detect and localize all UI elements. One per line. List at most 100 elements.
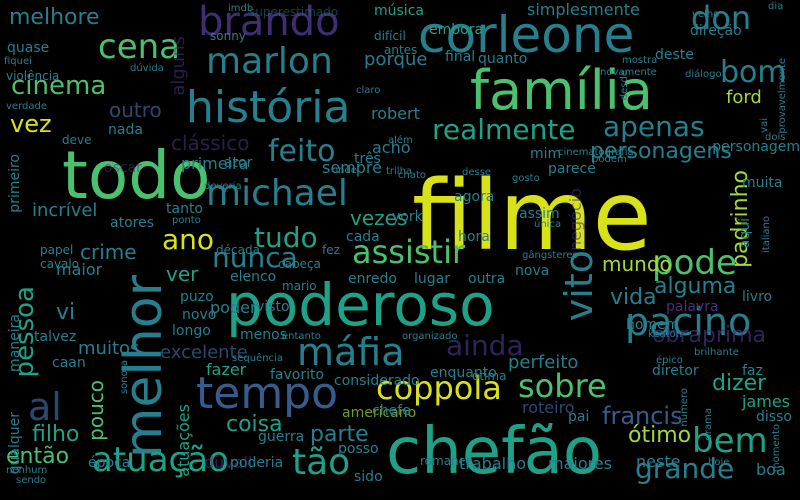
- word-19: cena: [98, 27, 180, 67]
- word-144: sido: [354, 469, 383, 485]
- word-151: imdb: [228, 3, 254, 14]
- word-73: neste: [636, 452, 681, 471]
- word-12: máfia: [297, 330, 405, 374]
- word-123: disso: [756, 409, 792, 425]
- word-169: podem: [592, 154, 627, 165]
- word-20: al: [28, 385, 62, 429]
- word-62: pouco: [84, 380, 108, 441]
- word-59: crime: [80, 240, 137, 264]
- word-98: assim: [519, 206, 560, 222]
- word-153: fiquei: [4, 56, 32, 67]
- word-171: além: [388, 135, 413, 146]
- word-145: romance: [420, 454, 473, 468]
- word-85: oscar: [104, 160, 142, 176]
- word-109: longo: [172, 323, 211, 339]
- word-89: maior: [56, 260, 103, 279]
- word-17: atuação: [92, 440, 229, 480]
- word-84: nada: [108, 122, 143, 138]
- word-8: tempo: [196, 368, 339, 419]
- word-33: don: [691, 0, 752, 37]
- word-133: década: [216, 243, 260, 257]
- word-183: keaton: [648, 329, 683, 340]
- word-173: trilha: [386, 166, 413, 177]
- word-74: boa: [756, 460, 786, 479]
- word-21: ano: [162, 223, 215, 256]
- word-51: obraprima: [652, 323, 766, 348]
- word-105: duvall: [204, 453, 253, 472]
- word-1: chefão: [386, 415, 603, 489]
- word-178: única: [534, 219, 562, 230]
- word-5: corleone: [418, 6, 635, 64]
- word-122: faz: [742, 363, 763, 379]
- word-181: italiano: [761, 216, 772, 253]
- word-138: visto: [256, 299, 290, 315]
- word-11: michael: [206, 173, 348, 214]
- word-44: filho: [32, 422, 80, 447]
- word-124: livro: [742, 289, 773, 305]
- word-163: velho: [692, 9, 720, 20]
- word-190: momento: [771, 424, 782, 473]
- word-112: favorito: [270, 367, 325, 383]
- word-115: talvez: [34, 329, 77, 345]
- word-58: primeira: [181, 154, 249, 173]
- word-102: atuações: [174, 404, 193, 477]
- word-126: palavra: [666, 299, 719, 315]
- word-23: nunca: [212, 241, 298, 274]
- word-134: fez: [322, 243, 340, 257]
- word-177: ponto: [172, 215, 201, 226]
- word-174: desse: [462, 167, 492, 178]
- word-111: puzo: [180, 289, 214, 305]
- word-4: família: [470, 59, 653, 122]
- word-78: quanto: [478, 51, 528, 67]
- word-127: personagem: [712, 139, 800, 155]
- word-7: história: [186, 82, 351, 133]
- word-47: vida: [610, 285, 657, 310]
- word-143: chefe: [372, 403, 411, 419]
- word-165: desde: [619, 70, 630, 101]
- word-99: aqui: [737, 218, 753, 249]
- word-139: considerado: [334, 373, 420, 389]
- word-54: clássico: [171, 131, 250, 155]
- word-77: música: [374, 3, 424, 19]
- word-41: parte: [310, 422, 369, 447]
- word-106: poderia: [230, 455, 284, 471]
- word-146: hoje: [708, 457, 730, 468]
- word-130: três: [354, 151, 381, 167]
- word-132: york: [392, 209, 423, 225]
- word-26: grande: [635, 452, 735, 485]
- word-188: número: [679, 388, 690, 427]
- word-22: tudo: [254, 221, 318, 254]
- word-147: nenhum: [6, 465, 48, 476]
- word-86: ator: [224, 155, 253, 171]
- word-2: todo: [62, 137, 211, 214]
- word-92: enredo: [348, 271, 397, 287]
- word-155: dúvida: [130, 63, 164, 74]
- word-159: chato: [398, 170, 427, 181]
- word-160: novamente: [600, 67, 657, 78]
- word-189: drama: [703, 408, 714, 441]
- word-114: caan: [52, 355, 86, 371]
- word-161: mostra: [622, 55, 658, 66]
- word-66: acho: [372, 138, 411, 157]
- word-156: verdade: [6, 101, 47, 112]
- word-104: posso: [338, 441, 379, 457]
- word-162: diálogo: [685, 69, 722, 80]
- word-34: cinema: [11, 71, 107, 101]
- word-135: cabeça: [278, 257, 321, 271]
- word-80: direção: [690, 23, 742, 39]
- word-101: fazer: [206, 360, 247, 379]
- word-185: entanto: [282, 331, 321, 342]
- word-184: organizado: [402, 331, 458, 342]
- word-56: vezes: [350, 206, 408, 230]
- word-142: pai: [568, 409, 590, 425]
- word-120: cavalo: [40, 257, 80, 271]
- word-158: claro: [356, 85, 381, 96]
- word-182: gângsteres: [522, 250, 578, 261]
- word-176: deveria: [204, 181, 242, 192]
- word-31: ainda: [446, 329, 524, 362]
- word-30: feito: [268, 134, 336, 169]
- word-152: sendo: [16, 475, 47, 486]
- word-91: cada: [346, 229, 380, 245]
- word-35: melhore: [9, 5, 100, 30]
